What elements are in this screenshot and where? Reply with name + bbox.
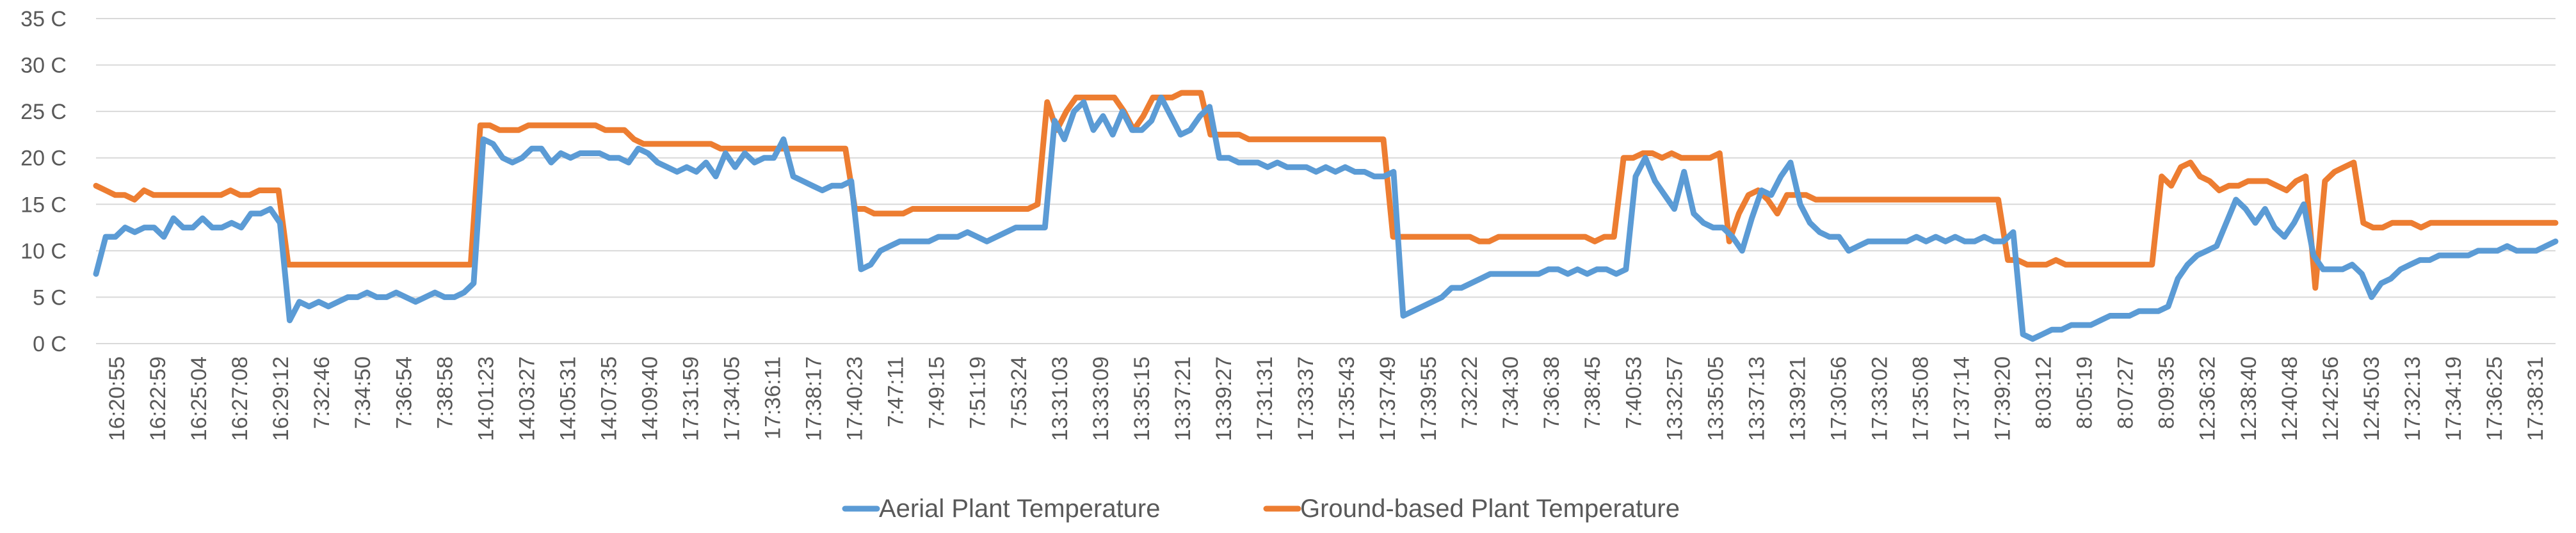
x-tick-label: 7:38:45: [1581, 356, 1605, 429]
y-tick-label: 20 C: [20, 147, 67, 171]
x-tick-label: 16:20:55: [105, 356, 129, 441]
x-tick-label: 17:36:11: [761, 356, 785, 440]
x-tick-label: 17:30:56: [1826, 356, 1851, 441]
x-tick-label: 13:37:13: [1744, 356, 1769, 441]
x-tick-label: 17:38:31: [2524, 356, 2548, 441]
x-tick-label: 8:09:35: [2155, 356, 2179, 429]
x-tick-label: 13:39:27: [1212, 356, 1236, 441]
x-tick-label: 12:42:56: [2319, 356, 2343, 441]
x-tick-label: 7:40:53: [1622, 356, 1646, 429]
x-tick-label: 7:49:15: [925, 356, 949, 429]
x-tick-label: 17:34:19: [2442, 356, 2466, 441]
y-tick-label: 0 C: [33, 332, 67, 356]
x-tick-label: 7:34:30: [1499, 356, 1523, 429]
x-tick-label: 16:27:08: [228, 356, 252, 441]
legend-label-ground: Ground-based Plant Temperature: [1300, 495, 1680, 523]
y-axis: 0 C 5 C 10 C 15 C 20 C 25 C 30 C 35 C: [20, 7, 67, 356]
x-tick-label: 14:05:31: [556, 356, 580, 441]
x-tick-label: 7:38:58: [433, 356, 457, 429]
x-tick-label: 13:35:05: [1703, 356, 1728, 441]
x-tick-label: 17:37:14: [1950, 356, 1974, 441]
x-tick-label: 13:32:57: [1662, 356, 1687, 441]
x-tick-label: 17:32:13: [2401, 356, 2425, 441]
x-tick-label: 14:07:35: [597, 356, 621, 441]
x-tick-label: 8:07:27: [2114, 356, 2138, 429]
x-tick-label: 17:39:20: [1991, 356, 2015, 441]
x-axis: 16:20:55 16:22:59 16:25:04 16:27:08 16:29:12…: [105, 356, 2548, 441]
y-tick-label: 15 C: [20, 193, 67, 217]
series-line-ground: [93, 90, 2559, 291]
x-tick-label: 12:38:40: [2237, 356, 2261, 441]
legend-label-aerial: Aerial Plant Temperature: [879, 495, 1161, 523]
x-tick-label: 16:22:59: [146, 356, 170, 441]
x-tick-label: 17:31:31: [1253, 356, 1277, 441]
x-tick-label: 8:05:19: [2073, 356, 2097, 429]
x-tick-label: 12:40:48: [2278, 356, 2302, 441]
x-tick-label: 8:03:12: [2032, 356, 2056, 429]
x-tick-label: 13:35:15: [1130, 356, 1154, 441]
series-lines: [93, 90, 2559, 342]
y-tick-label: 10 C: [20, 239, 67, 264]
x-tick-label: 7:36:54: [392, 356, 416, 429]
x-tick-label: 17:31:59: [679, 356, 703, 441]
x-tick-label: 17:35:08: [1908, 356, 1933, 441]
x-tick-label: 17:34:05: [720, 356, 745, 441]
x-tick-label: 13:31:03: [1048, 356, 1072, 441]
x-tick-label: 14:01:23: [474, 356, 498, 441]
x-tick-label: 12:36:32: [2196, 356, 2220, 441]
x-tick-label: 16:25:04: [187, 356, 211, 441]
x-tick-label: 17:38:17: [802, 356, 826, 441]
x-tick-label: 17:37:49: [1376, 356, 1400, 441]
x-tick-label: 13:37:21: [1171, 356, 1195, 441]
x-tick-label: 17:33:37: [1294, 356, 1318, 441]
x-tick-label: 17:33:02: [1867, 356, 1892, 441]
x-tick-label: 13:33:09: [1089, 356, 1113, 441]
x-tick-label: 7:34:50: [351, 356, 375, 429]
y-tick-label: 30 C: [20, 54, 67, 78]
x-tick-label: 7:32:22: [1458, 356, 1482, 429]
x-tick-label: 16:29:12: [269, 356, 293, 441]
y-tick-label: 5 C: [33, 285, 67, 310]
x-tick-label: 7:32:46: [310, 356, 334, 429]
x-tick-label: 14:03:27: [515, 356, 539, 441]
x-tick-label: 17:40:23: [843, 356, 867, 441]
x-tick-label: 13:39:21: [1785, 356, 1810, 441]
x-tick-label: 7:47:11: [884, 356, 908, 427]
y-tick-label: 25 C: [20, 100, 67, 124]
legend: Aerial Plant Temperature Ground-based Pl…: [842, 495, 1680, 523]
x-tick-label: 14:09:40: [638, 356, 662, 441]
x-tick-label: 12:45:03: [2360, 356, 2384, 441]
x-tick-label: 17:36:25: [2483, 356, 2507, 441]
x-tick-label: 17:39:55: [1417, 356, 1441, 441]
x-tick-label: 7:53:24: [1007, 356, 1031, 429]
x-tick-label: 7:51:19: [966, 356, 990, 429]
series-line-aerial: [93, 94, 2559, 342]
y-tick-label: 35 C: [20, 7, 67, 31]
x-tick-label: 17:35:43: [1335, 356, 1359, 441]
x-tick-label: 7:36:38: [1540, 356, 1564, 429]
